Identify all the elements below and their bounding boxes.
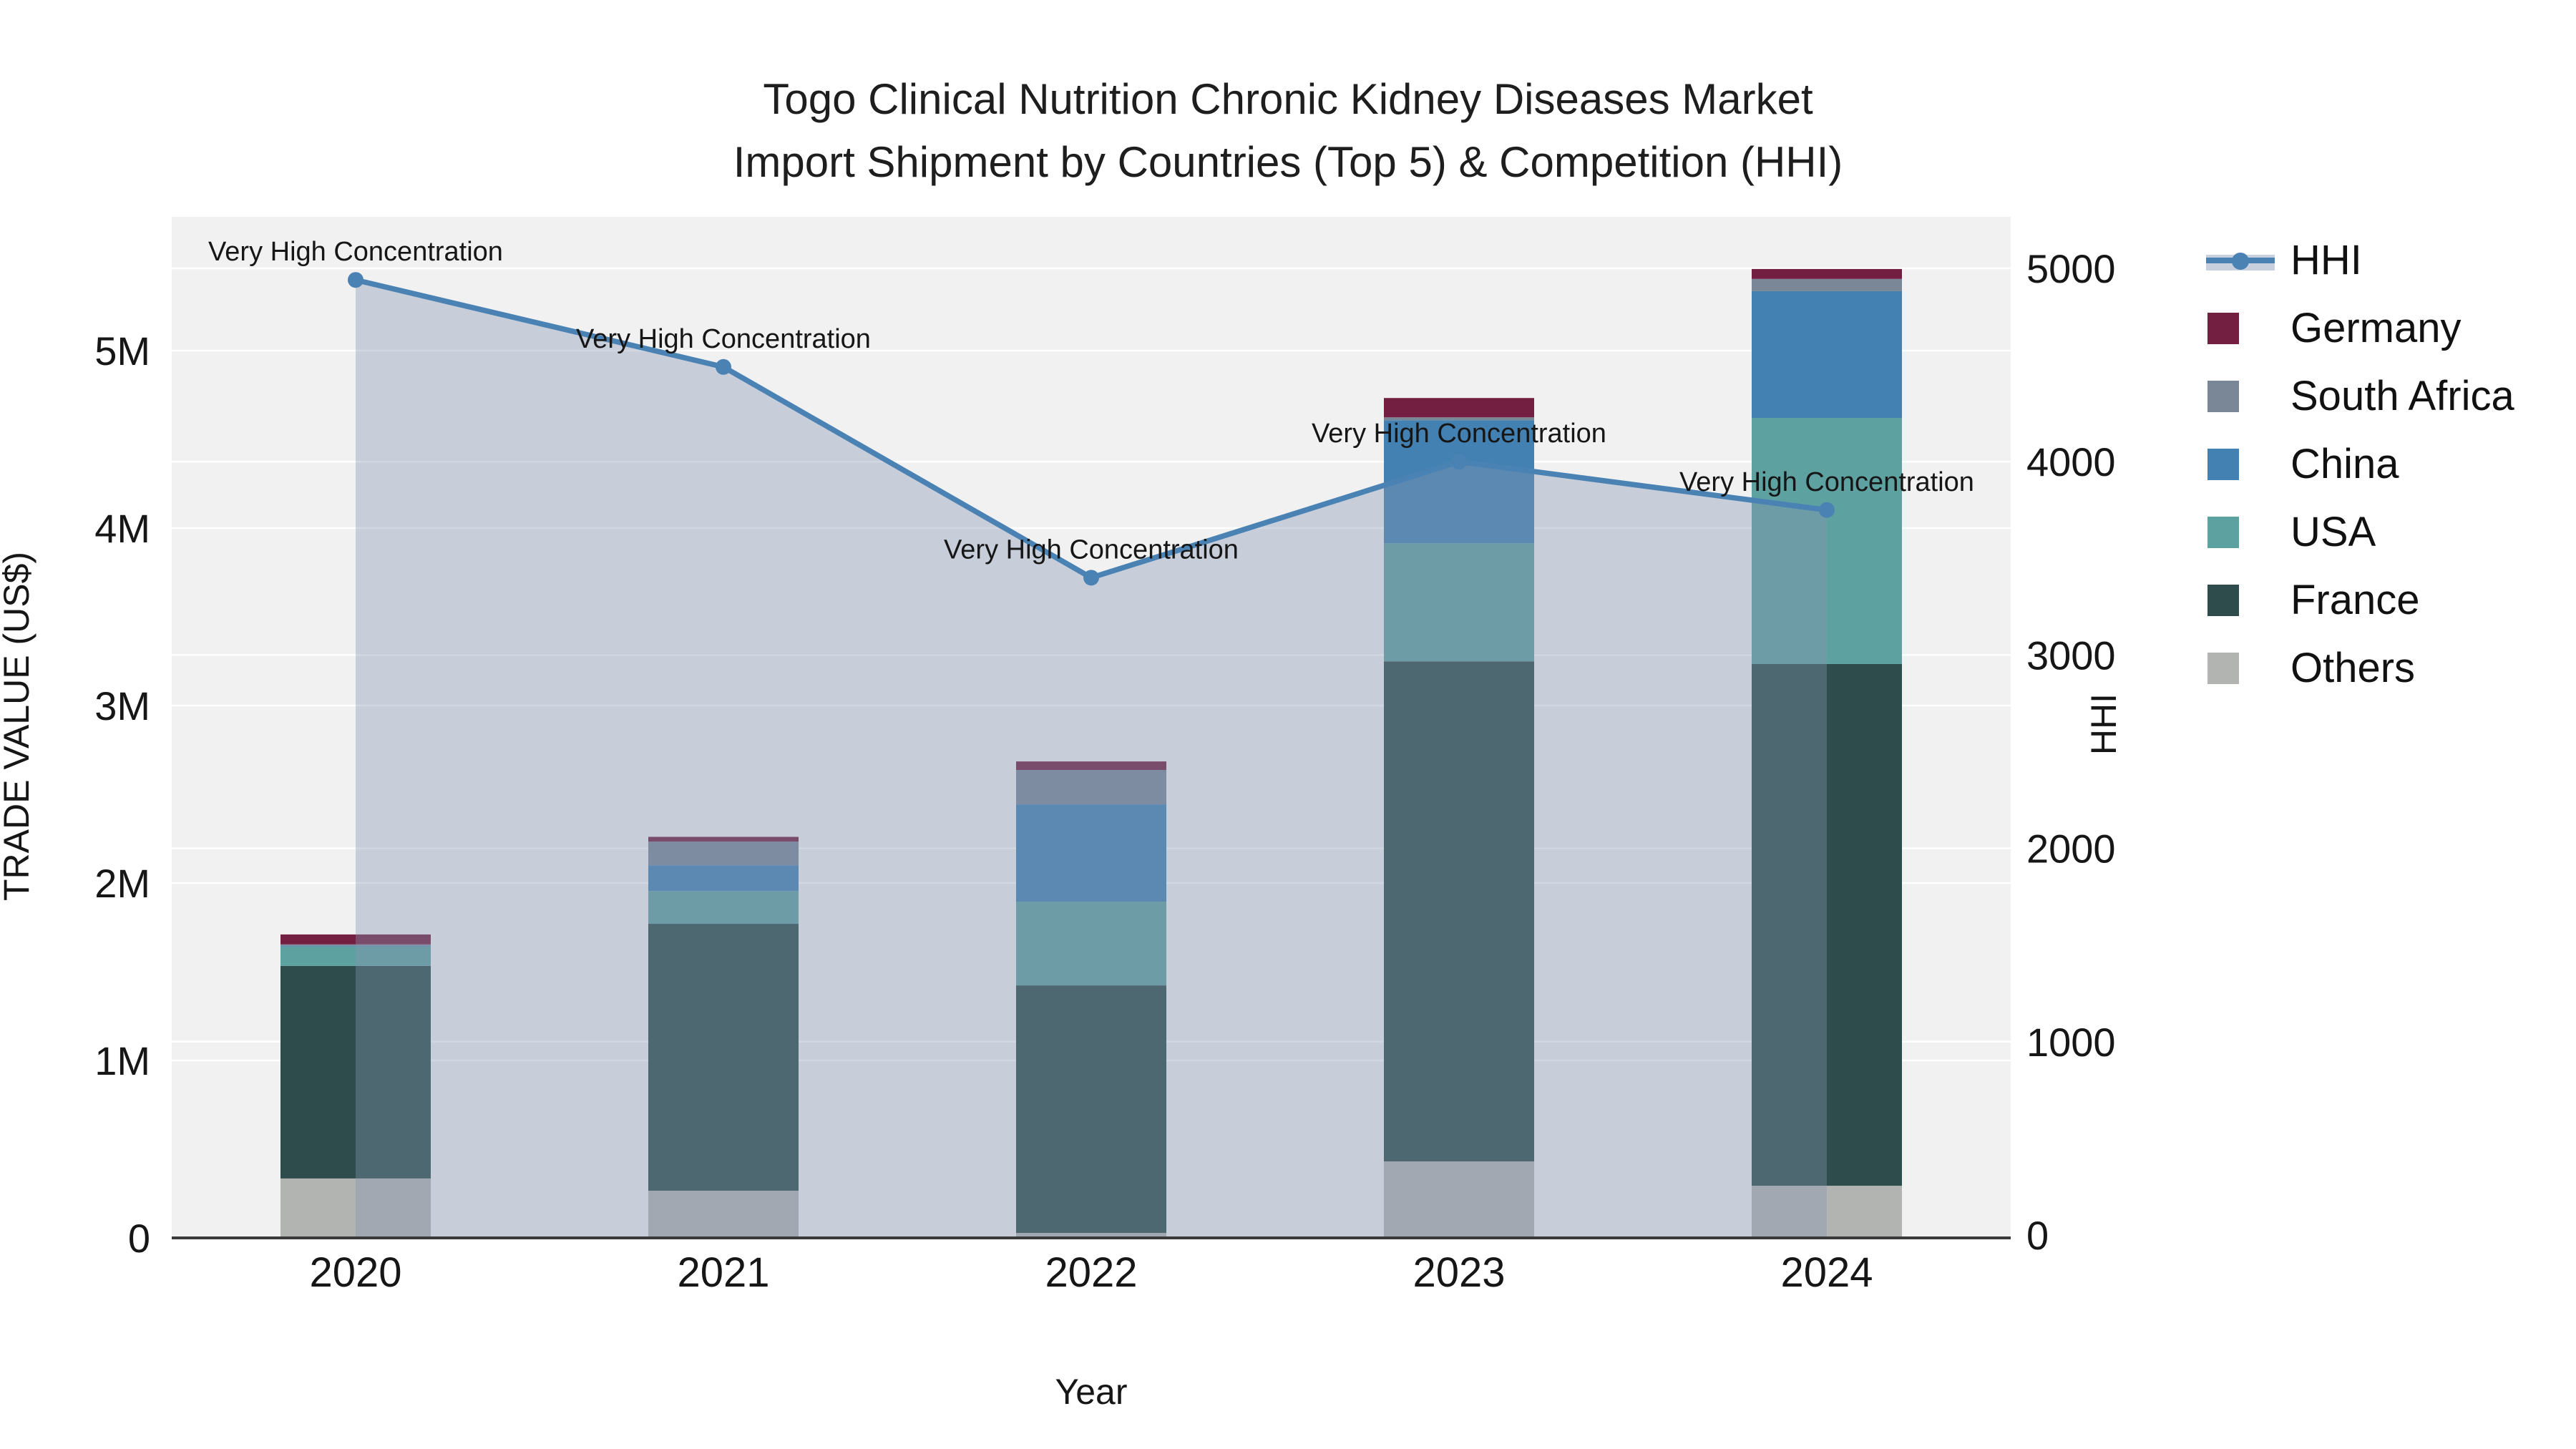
bar-segment-south-africa-2022	[1016, 770, 1166, 805]
x-tick-2020: 2020	[309, 1249, 401, 1296]
bar-segment-france-2024	[1752, 663, 1902, 1186]
legend-item-hhi[interactable]: HHI	[2206, 226, 2514, 294]
bar-segment-germany-2022	[1016, 761, 1166, 771]
legend-item-south-africa[interactable]: South Africa	[2206, 362, 2514, 430]
bar-segment-usa-2020	[280, 946, 431, 966]
y-right-tick-2000: 2000	[2026, 826, 2116, 872]
annotation-2020: Very High Concentration	[208, 237, 503, 267]
legend-label: HHI	[2290, 237, 2362, 283]
hhi-marker-2021	[716, 358, 731, 375]
y-left-tick-2M: 2M	[94, 861, 150, 906]
annotation-2024: Very High Concentration	[1679, 467, 1974, 497]
chart-title-line2: Import Shipment by Countries (Top 5) & C…	[733, 138, 1843, 186]
bar-segment-france-2020	[280, 965, 431, 1179]
legend-color-swatch	[2206, 448, 2278, 480]
annotation-2023: Very High Concentration	[1312, 419, 1606, 449]
legend-label: China	[2290, 441, 2399, 487]
bar-segment-south-africa-2021	[648, 841, 799, 866]
x-tick-2021: 2021	[677, 1249, 769, 1296]
legend-color-swatch	[2206, 516, 2278, 548]
legend-label: South Africa	[2290, 373, 2514, 419]
bar-segment-others-2024	[1752, 1186, 1902, 1238]
y-left-tick-4M: 4M	[94, 506, 150, 551]
bar-segment-china-2020	[280, 945, 431, 947]
bar-segment-usa-2022	[1016, 902, 1166, 986]
bar-segment-china-2024	[1752, 291, 1902, 418]
x-tick-2023: 2023	[1413, 1249, 1505, 1296]
y-right-axis-title: HHI	[2084, 693, 2124, 755]
bar-segment-germany-2021	[648, 836, 799, 842]
bar-segment-france-2022	[1016, 985, 1166, 1234]
bar-segment-france-2021	[648, 924, 799, 1191]
bar-segment-france-2023	[1384, 661, 1534, 1162]
legend-item-france[interactable]: France	[2206, 566, 2514, 634]
y-right-tick-5000: 5000	[2026, 246, 2116, 291]
bar-segment-china-2023	[1384, 420, 1534, 544]
legend-color-swatch	[2206, 584, 2278, 616]
bar-segment-usa-2024	[1752, 417, 1902, 664]
bar-segment-south-africa-2023	[1384, 417, 1534, 421]
legend-item-germany[interactable]: Germany	[2206, 294, 2514, 362]
annotation-2022: Very High Concentration	[944, 535, 1239, 565]
y-right-tick-4000: 4000	[2026, 439, 2116, 484]
legend-label: France	[2290, 577, 2420, 623]
y-left-tick-1M: 1M	[94, 1038, 150, 1083]
bar-segment-south-africa-2024	[1752, 278, 1902, 291]
bar-segment-germany-2024	[1752, 268, 1902, 279]
legend-item-usa[interactable]: USA	[2206, 498, 2514, 566]
legend-line-swatch	[2206, 245, 2278, 276]
legend: HHI Germany South Africa China USA France Othe…	[2206, 226, 2514, 702]
legend-label: Others	[2290, 645, 2416, 691]
y-left-axis-title: TRADE VALUE (US$)	[0, 552, 36, 901]
x-tick-2022: 2022	[1045, 1249, 1137, 1296]
y-right-tick-0: 0	[2026, 1213, 2049, 1258]
bar-segment-china-2021	[648, 865, 799, 892]
y-left-tick-3M: 3M	[94, 683, 150, 728]
legend-item-others[interactable]: Others	[2206, 634, 2514, 702]
x-axis-title: Year	[1055, 1372, 1127, 1412]
bar-segment-germany-2023	[1384, 398, 1534, 418]
bar-segment-south-africa-2020	[280, 944, 431, 946]
x-tick-2024: 2024	[1780, 1249, 1873, 1296]
legend-color-swatch	[2206, 652, 2278, 684]
bar-segment-others-2021	[648, 1191, 799, 1238]
annotation-2021: Very High Concentration	[576, 324, 871, 354]
hhi-marker-2022	[1083, 570, 1099, 586]
hhi-marker-2024	[1819, 502, 1835, 518]
bar-segment-usa-2023	[1384, 543, 1534, 662]
y-right-tick-3000: 3000	[2026, 633, 2116, 678]
bar-segment-china-2022	[1016, 804, 1166, 902]
legend-label: USA	[2290, 509, 2376, 555]
bar-segment-others-2023	[1384, 1161, 1534, 1238]
y-right-tick-1000: 1000	[2026, 1020, 2116, 1065]
bar-segment-usa-2021	[648, 891, 799, 924]
hhi-area-fill	[356, 280, 1827, 1238]
y-left-tick-5M: 5M	[94, 328, 150, 374]
y-left-tick-0: 0	[128, 1216, 150, 1261]
legend-color-swatch	[2206, 312, 2278, 344]
chart-title-line1: Togo Clinical Nutrition Chronic Kidney D…	[763, 75, 1813, 123]
hhi-marker-2023	[1451, 454, 1467, 470]
bar-segment-others-2022	[1016, 1233, 1166, 1238]
bar-segment-germany-2020	[280, 934, 431, 945]
legend-color-swatch	[2206, 380, 2278, 412]
hhi-marker-2020	[348, 272, 364, 288]
legend-label: Germany	[2290, 305, 2462, 351]
bar-segment-others-2020	[280, 1178, 431, 1238]
legend-item-china[interactable]: China	[2206, 430, 2514, 498]
